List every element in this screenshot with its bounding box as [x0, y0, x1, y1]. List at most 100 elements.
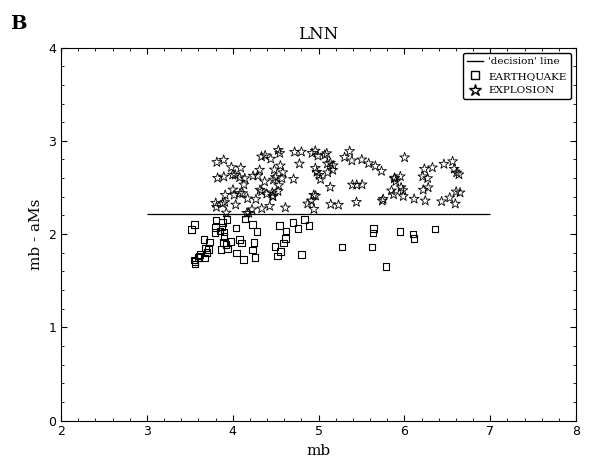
Point	[223, 245, 232, 253]
Point	[257, 153, 267, 160]
Point	[275, 222, 284, 229]
Point	[201, 244, 211, 252]
Point	[211, 224, 220, 231]
Point	[218, 219, 227, 226]
Point	[220, 228, 229, 236]
Point	[276, 248, 286, 255]
Point	[239, 256, 248, 263]
Point	[203, 246, 213, 254]
Point	[325, 159, 335, 166]
Point	[352, 181, 362, 189]
Point	[268, 193, 278, 200]
Point	[369, 225, 378, 232]
Point	[216, 246, 226, 254]
Point	[345, 148, 355, 155]
Point	[273, 252, 282, 260]
Point	[326, 201, 336, 208]
Point	[423, 175, 433, 182]
Point	[396, 184, 406, 191]
Point	[364, 160, 374, 167]
Point	[211, 199, 221, 207]
Point	[377, 167, 386, 175]
Point	[399, 193, 408, 200]
Point	[390, 174, 399, 182]
Point	[240, 175, 249, 182]
Point	[325, 184, 335, 191]
Point	[200, 254, 209, 262]
Text: B: B	[10, 15, 26, 33]
Point	[239, 181, 249, 189]
Point	[389, 191, 399, 198]
Point	[289, 175, 298, 183]
Point	[311, 164, 320, 172]
Point	[439, 160, 449, 168]
Point	[328, 166, 337, 174]
Point	[387, 187, 396, 194]
Y-axis label: mb - aMs: mb - aMs	[29, 198, 43, 270]
Point	[357, 156, 367, 164]
Point	[452, 188, 461, 195]
Point	[195, 251, 205, 258]
Point	[221, 241, 230, 248]
Point	[306, 197, 316, 205]
Point	[226, 237, 236, 245]
Point	[218, 200, 227, 207]
Point	[202, 249, 212, 256]
Point	[248, 246, 257, 254]
Point	[303, 200, 312, 208]
Point	[437, 198, 446, 205]
Point	[190, 220, 199, 228]
Legend: 'decision' line, EARTHQUAKE, EXPLOSION: 'decision' line, EARTHQUAKE, EXPLOSION	[464, 53, 571, 99]
Point	[288, 219, 298, 226]
Point	[230, 171, 240, 179]
Point	[295, 160, 304, 167]
Point	[221, 191, 230, 199]
Point	[205, 238, 214, 245]
Point	[271, 174, 280, 181]
Point	[352, 198, 361, 206]
Point	[418, 173, 428, 180]
Point	[290, 148, 299, 156]
Point	[274, 182, 283, 189]
Point	[260, 178, 270, 185]
Point	[261, 152, 270, 159]
Point	[253, 172, 262, 180]
Title: LNN: LNN	[299, 26, 339, 43]
Point	[309, 205, 319, 213]
Point	[347, 181, 357, 189]
Point	[212, 203, 221, 211]
Point	[231, 201, 240, 209]
Point	[390, 175, 399, 183]
Point	[396, 228, 405, 235]
Point	[358, 181, 367, 188]
Point	[236, 164, 246, 172]
Point	[293, 225, 303, 232]
Point	[450, 200, 460, 208]
Point	[257, 205, 267, 212]
Point	[281, 235, 290, 242]
Point	[262, 190, 271, 198]
Point	[297, 148, 306, 156]
Point	[396, 173, 405, 180]
Point	[210, 228, 220, 236]
Point	[266, 155, 275, 163]
Point	[187, 226, 196, 233]
Point	[322, 149, 331, 157]
Point	[240, 215, 250, 223]
Point	[391, 177, 400, 185]
Point	[238, 190, 248, 197]
Point	[251, 195, 261, 203]
Point	[190, 260, 200, 268]
Point	[212, 158, 221, 166]
Point	[323, 169, 333, 176]
Point	[211, 216, 221, 224]
Point	[400, 154, 409, 161]
X-axis label: mb: mb	[306, 444, 331, 458]
Point	[228, 171, 237, 179]
Point	[215, 227, 225, 235]
Point	[270, 166, 279, 174]
Point	[220, 233, 229, 240]
Point	[227, 164, 236, 171]
Point	[235, 236, 245, 243]
Point	[248, 206, 257, 213]
